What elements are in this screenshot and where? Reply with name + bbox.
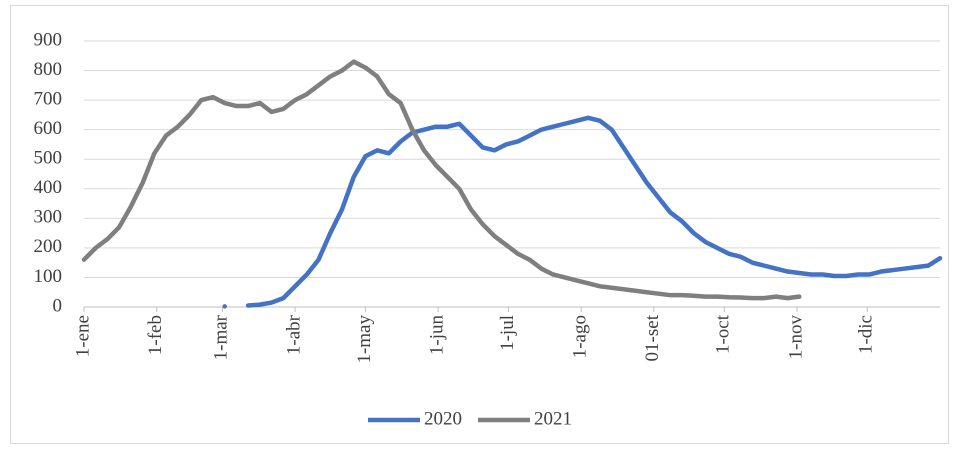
series-line [81,59,802,301]
y-tick-label: 100 [34,266,63,287]
x-tick-label: 1-abr [283,314,304,355]
y-tick-label: 200 [34,236,63,257]
x-tick-label: 1-jun [426,315,447,356]
x-tick-label: 1-may [354,315,375,364]
x-tick-label: 1-dic [856,315,877,354]
x-tick-label: 1-oct [713,314,734,354]
x-tick-label: 1-ago [570,315,591,358]
y-tick-label: 400 [34,177,63,198]
x-tick-label: 1-nov [785,315,806,360]
x-tick-label: 1-feb [145,315,166,355]
x-tick-label: 01-set [642,314,663,361]
x-tick-label: 1-jul [497,315,518,351]
y-tick-label: 0 [53,295,63,316]
y-tick-label: 500 [34,148,63,169]
legend-label: 2020 [424,408,462,429]
x-tick-label: 1-mar [211,314,232,360]
chart-frame [10,5,949,444]
series-line [222,115,943,309]
y-tick-label: 900 [34,29,63,50]
y-tick-label: 700 [34,88,63,109]
x-tick-label: 1-ene [72,315,93,357]
y-tick-label: 600 [34,118,63,139]
y-tick-label: 300 [34,207,63,228]
y-tick-label: 800 [34,59,63,80]
legend-label: 2021 [534,408,572,429]
